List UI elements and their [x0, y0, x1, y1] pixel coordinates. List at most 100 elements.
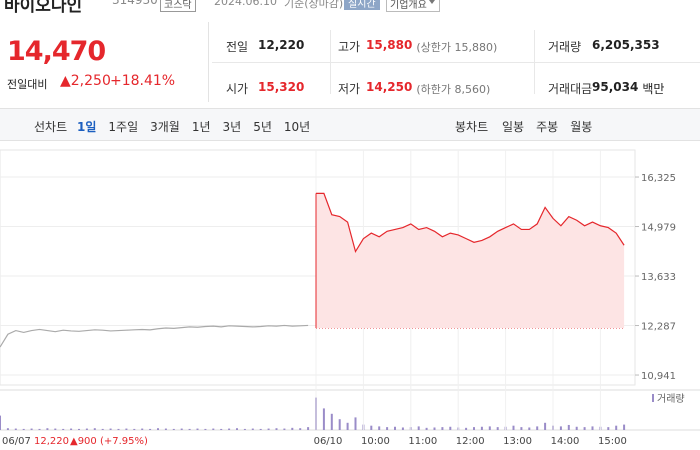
stat-label: 저가 [338, 82, 361, 96]
x-tick-label: 12:00 [456, 436, 485, 447]
x-tick-label: 14:00 [551, 436, 580, 447]
stat-label: 시가 [226, 82, 249, 96]
y-tick-label: 12,287 [641, 322, 676, 333]
volume-bar [117, 428, 120, 430]
volume-bar [623, 424, 626, 430]
line-chart-label: 선차트 [34, 120, 68, 134]
period-tab[interactable]: 5년 [253, 120, 272, 134]
volume-bar [441, 427, 444, 430]
candle-tab[interactable]: 주봉 [536, 120, 559, 134]
volume-bar [583, 427, 586, 430]
line [0, 324, 309, 348]
volume-bar [62, 428, 65, 430]
volume-bar [70, 428, 73, 430]
x-tick-label: 06/10 [314, 436, 343, 447]
divider [534, 30, 535, 94]
volume-bar [488, 426, 491, 430]
volume-bar [125, 428, 128, 430]
line [316, 192, 625, 254]
volume-bar [433, 427, 436, 430]
volume-bar [330, 413, 333, 430]
realtime-button[interactable]: 실시간 [344, 0, 380, 10]
stat-value: 6,205,353 [592, 38, 660, 52]
volume-bar [109, 428, 112, 430]
stock-name: 바이오다인 [4, 0, 83, 16]
volume-bar [30, 428, 33, 430]
volume-bar [38, 428, 41, 430]
volume-bar [473, 427, 475, 430]
volume-bar [243, 428, 246, 430]
volume-bar [188, 428, 191, 430]
price-change: ▲2,250 [60, 73, 111, 89]
volume-bar [0, 415, 1, 430]
divider [212, 62, 700, 63]
volume-bar [275, 428, 278, 430]
volume-bar [307, 427, 310, 430]
chart: 16,325 14,979 13,633 12,287 10,941 거래량 06/10 10… [0, 149, 700, 447]
volume-bar [465, 427, 468, 430]
volume-bar [259, 428, 262, 430]
stat-label: 거래량 [548, 40, 582, 54]
company-info-text: 기업개요 [390, 0, 427, 11]
volume-bar [22, 428, 25, 430]
period-tab[interactable]: 1년 [191, 120, 211, 134]
plot-frame [0, 149, 636, 386]
volume-bar [164, 428, 167, 430]
candle-tab[interactable]: 월봉 [570, 120, 593, 134]
period-tab[interactable]: 3개월 [150, 120, 180, 134]
volume-bar [607, 427, 610, 430]
volume-bar [528, 427, 531, 430]
volume-bar [512, 425, 515, 430]
period-tab[interactable]: 10년 [283, 120, 311, 134]
stat-value: 14,250 [366, 80, 413, 94]
x-tick-label: 10:00 [361, 436, 390, 447]
volume-bar [54, 428, 57, 430]
volume-bar [133, 428, 136, 430]
volume-bar [6, 428, 9, 430]
candle-tab[interactable]: 일봉 [502, 120, 525, 134]
volume-bar [85, 428, 88, 430]
stat-label: 고가 [338, 40, 361, 54]
period-tab[interactable]: 1주일 [108, 120, 139, 134]
stat-value: 95,034 [592, 80, 639, 94]
volume-bar [172, 428, 175, 430]
footer-date: 06/07 [2, 436, 31, 447]
period-tab[interactable]: 1일 [77, 120, 97, 134]
volume-bar [14, 428, 17, 430]
volume-bar [480, 426, 483, 430]
volume-bar [338, 419, 341, 430]
footer-change: ▲900 (+7.95%) [70, 436, 148, 447]
x-tick-label: 13:00 [503, 436, 532, 447]
current-price: 14,470 [7, 36, 106, 67]
stat-value: 15,880 [366, 38, 413, 52]
period-tab[interactable]: 3년 [222, 120, 242, 134]
volume-bar [78, 428, 80, 430]
volume-bar [449, 426, 452, 430]
volume-bar [141, 428, 144, 430]
volume-bar [283, 428, 286, 430]
company-info-button[interactable]: 기업개요 [386, 0, 440, 12]
volume-bar [299, 428, 302, 430]
date: 2024.06.10 [214, 0, 277, 8]
volume-bar [370, 425, 373, 430]
volume-bar [228, 428, 231, 430]
volume-bar [615, 425, 618, 430]
y-tick-label: 16,325 [641, 173, 676, 184]
volume-bar [378, 426, 381, 430]
volume-bar [536, 426, 539, 430]
volume-bar [149, 428, 152, 430]
volume-bar [236, 428, 238, 430]
candle-chart-label: 봉차트 [455, 120, 489, 134]
volume-bar [346, 422, 349, 430]
change-label: 전일대비 [7, 78, 48, 91]
volume-bar [220, 428, 223, 430]
stat-label: 전일 [226, 40, 249, 54]
volume-bar [212, 428, 215, 430]
market-badge: 코스닥 [160, 0, 196, 12]
price-rate: +18.41% [110, 73, 176, 89]
stat-sub: (상한가 15,880) [416, 41, 498, 54]
volume-bar [575, 426, 578, 430]
volume-bar [591, 426, 594, 430]
volume-bar [544, 422, 547, 430]
volume-bar [520, 427, 523, 430]
